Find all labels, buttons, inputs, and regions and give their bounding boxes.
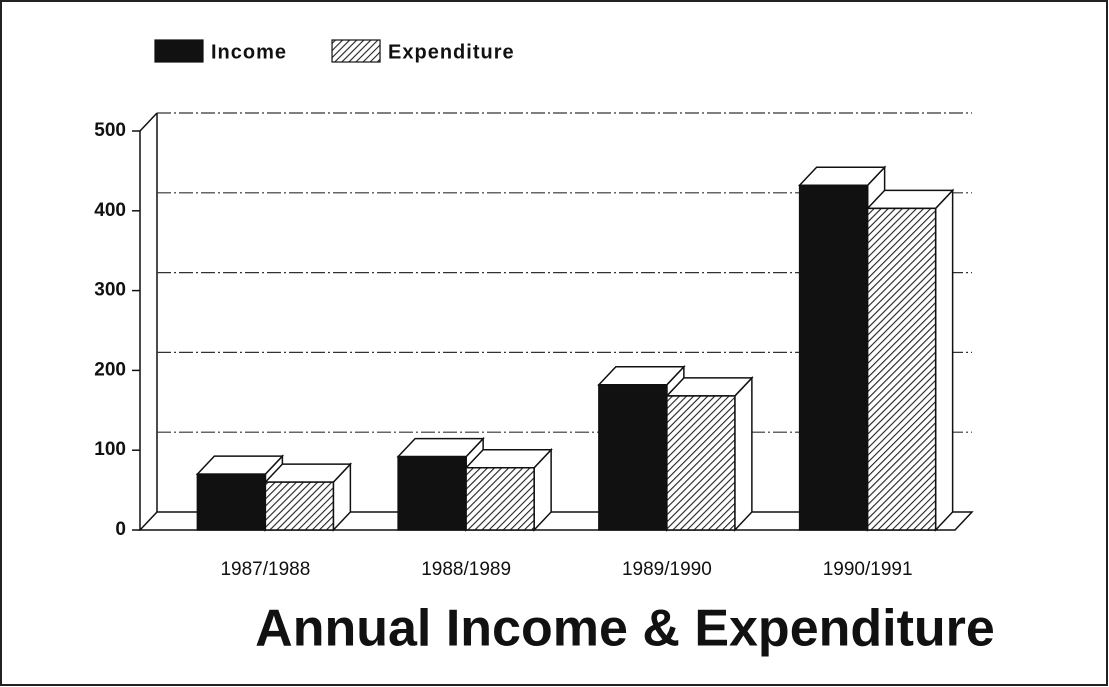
- y-tick-label: 400: [94, 200, 126, 221]
- legend-swatch: [331, 39, 381, 63]
- bar-side: [734, 376, 753, 532]
- bar: [866, 207, 937, 531]
- legend-label: Expenditure: [388, 41, 515, 63]
- x-tick-label: 1989/1990: [622, 559, 712, 580]
- back-top: [139, 112, 158, 132]
- legend-label: Income: [211, 41, 287, 63]
- x-tick-label: 1990/1991: [823, 559, 913, 580]
- x-tick-label: 1988/1989: [421, 559, 511, 580]
- bar: [465, 467, 535, 531]
- y-tick-label: 0: [115, 519, 126, 540]
- bar: [196, 473, 267, 531]
- y-tick-label: 100: [94, 439, 126, 460]
- x-tick-label: 1987/1988: [220, 559, 310, 580]
- bar: [666, 395, 736, 531]
- bar: [397, 455, 467, 531]
- bar: [798, 184, 869, 531]
- y-tick-label: 300: [94, 280, 126, 301]
- y-tick-label: 200: [94, 359, 126, 380]
- bar: [598, 384, 668, 531]
- bar: [264, 481, 335, 531]
- legend-swatch: [154, 39, 204, 63]
- bar-side: [934, 188, 954, 532]
- chart-title: Annual Income & Expenditure: [255, 600, 995, 658]
- y-tick-label: 500: [94, 120, 126, 141]
